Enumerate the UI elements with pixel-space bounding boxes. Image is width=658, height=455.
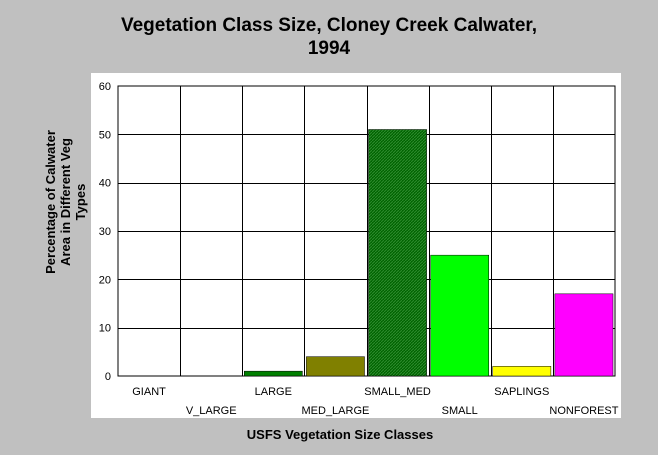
chart-title-line-2: 1994 — [307, 38, 351, 59]
x-tick-label: SAPLINGS — [494, 386, 549, 398]
y-tick-label: 50 — [99, 129, 111, 141]
y-tick-label: 30 — [99, 226, 111, 238]
grid-lines — [118, 86, 615, 376]
bar-nonforest — [554, 293, 614, 377]
x-tick-label: MED_LARGE — [302, 405, 370, 417]
y-tick-label: 20 — [99, 274, 111, 286]
x-tick-labels: GIANT V_LARGE LARGE MED_LARGE SMALL_MED SMALL… — [132, 386, 618, 417]
y-tick-labels: 0 10 20 30 40 50 60 — [99, 81, 111, 383]
bar-small-med — [368, 129, 427, 377]
y-tick-label: 10 — [99, 323, 111, 335]
y-tick-label: 40 — [99, 178, 111, 190]
x-axis-label: USFS Vegetation Size Classes — [246, 427, 434, 442]
y-tick-label: 0 — [105, 371, 111, 383]
bar-small — [430, 254, 489, 377]
x-tick-label: NONFOREST — [549, 405, 618, 417]
x-tick-label: LARGE — [255, 386, 292, 398]
bars — [244, 129, 614, 377]
x-tick-label: SMALL_MED — [364, 386, 431, 398]
bar-med-large — [306, 356, 365, 377]
y-tick-label: 60 — [99, 81, 111, 93]
chart-title: Vegetation Class Size, Cloney Creek Calw… — [0, 14, 658, 60]
bar-large — [244, 370, 303, 377]
chart-title-line-1: Vegetation Class Size, Cloney Creek Calw… — [120, 15, 538, 36]
x-tick-label: V_LARGE — [186, 405, 237, 417]
bar-saplings — [492, 366, 552, 377]
x-tick-label: SMALL — [442, 405, 478, 417]
x-tick-label: GIANT — [132, 386, 166, 398]
